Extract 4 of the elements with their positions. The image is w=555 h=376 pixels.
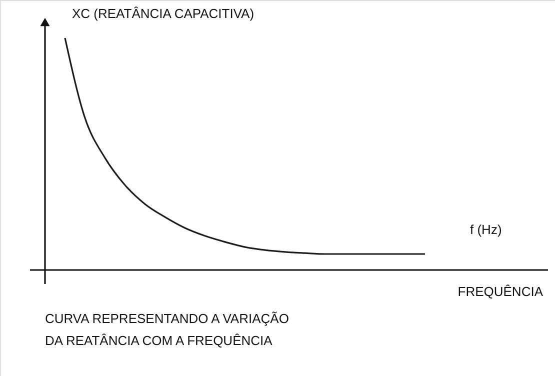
text: f (Hz)	[470, 222, 502, 237]
text: CURVA REPRESENTANDO A VARIAÇÃO DA REATÂNCIA COM A FREQUÊNCIA	[45, 311, 289, 348]
x-axis-title: FREQUÊNCIA	[458, 284, 544, 299]
y-axis-title: XC (REATÂNCIA CAPACITIVA)	[72, 6, 254, 21]
